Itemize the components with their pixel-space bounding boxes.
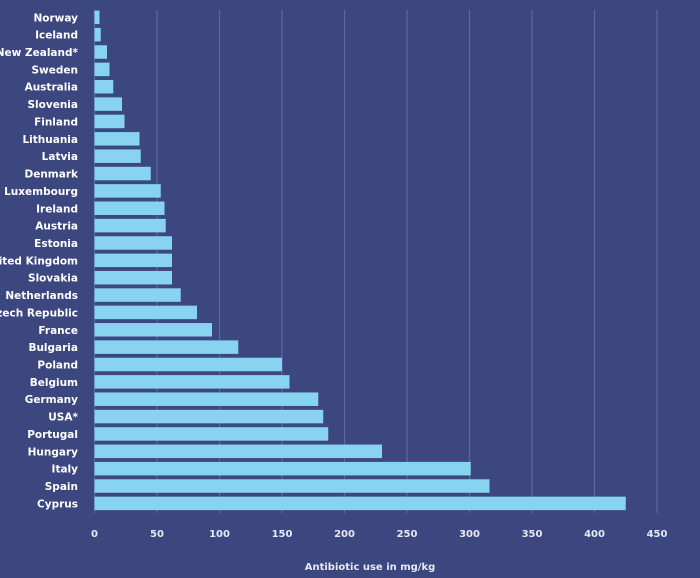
category-label: Czech Republic: [0, 307, 78, 319]
bar: [94, 340, 239, 354]
category-label: Luxembourg: [4, 186, 78, 198]
category-label: Netherlands: [5, 290, 78, 302]
category-label: Ireland: [36, 203, 78, 215]
bar: [94, 323, 212, 337]
category-label: Sweden: [32, 64, 79, 76]
bar: [94, 201, 165, 216]
category-label: Estonia: [34, 238, 78, 250]
bar: [94, 79, 114, 94]
category-label: Austria: [35, 221, 78, 233]
category-label: USA*: [48, 412, 78, 424]
category-label: Germany: [25, 394, 78, 406]
category-label: Hungary: [28, 446, 79, 458]
category-label: Slovakia: [28, 273, 78, 285]
bar: [94, 357, 282, 372]
category-label: Australia: [25, 82, 78, 94]
bar: [94, 184, 161, 198]
bar: [94, 218, 166, 233]
bar: [94, 392, 319, 406]
x-tick-label: 450: [647, 529, 668, 540]
category-label: Cyprus: [37, 498, 78, 510]
bar: [94, 305, 197, 320]
bar: [94, 427, 329, 441]
bars: [94, 10, 626, 511]
bar: [94, 166, 151, 181]
category-label: Denmark: [25, 169, 80, 181]
x-tick-label: 400: [584, 529, 605, 540]
bar: [94, 288, 181, 302]
category-label: France: [38, 325, 78, 337]
bar: [94, 62, 110, 77]
bar: [94, 270, 172, 285]
bar: [94, 375, 290, 389]
x-tick-label: 300: [459, 529, 480, 540]
category-label: Lithuania: [22, 134, 78, 146]
x-tick-label: 200: [334, 529, 355, 540]
bar: [94, 27, 101, 42]
category-label: Italy: [52, 464, 79, 476]
category-label: Finland: [34, 116, 78, 128]
category-labels: Norway Iceland New Zealand* Sweden Australia…: [0, 12, 79, 510]
category-label: Spain: [45, 481, 78, 493]
category-label: Iceland: [35, 30, 78, 42]
category-label: Latvia: [42, 151, 78, 163]
bar: [94, 149, 141, 163]
bar: [94, 496, 626, 511]
bar: [94, 409, 324, 424]
x-tick-label: 100: [209, 529, 230, 540]
category-label: Belgium: [30, 377, 78, 389]
bar: [94, 444, 382, 459]
bar: [94, 10, 100, 25]
category-label: Portugal: [27, 429, 78, 441]
bar: [94, 253, 172, 268]
bar: [94, 461, 471, 476]
bar: [94, 114, 125, 129]
category-label: Bulgaria: [28, 342, 78, 354]
gridlines: [93, 10, 658, 513]
x-tick-labels: 0 50 100 150 200 250 300 350 400 450: [91, 529, 667, 540]
x-tick-label: 250: [397, 529, 418, 540]
x-tick-label: 150: [272, 529, 293, 540]
bar: [94, 479, 490, 493]
bar: [94, 236, 172, 250]
category-label: Norway: [34, 12, 79, 24]
category-label: United Kingdom: [0, 255, 78, 267]
bar: [94, 45, 107, 59]
x-tick-label: 50: [150, 529, 164, 540]
bar: [94, 132, 140, 146]
bar: [94, 97, 122, 111]
x-tick-label: 350: [522, 529, 543, 540]
category-label: Poland: [37, 360, 78, 372]
x-tick-label: 0: [91, 529, 98, 540]
x-axis-label: Antibiotic use in mg/kg: [305, 562, 436, 573]
category-label: New Zealand*: [0, 47, 78, 59]
category-label: Slovenia: [27, 99, 78, 111]
